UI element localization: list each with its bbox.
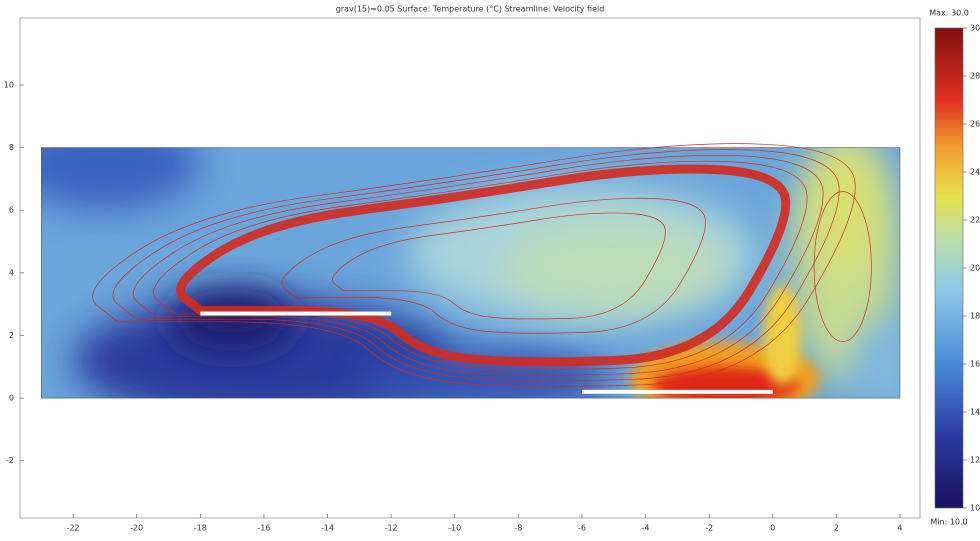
y-tick-label: 2	[9, 331, 14, 340]
y-tick-label: 10	[4, 81, 14, 90]
streamline	[153, 160, 808, 370]
surface-region	[168, 288, 296, 352]
y-tick-label: 6	[9, 206, 14, 215]
x-tick-label: -8	[514, 524, 522, 533]
surface-region	[502, 219, 726, 314]
colorbar-min: Min: 10.0	[930, 518, 967, 527]
x-tick-label: 0	[770, 524, 775, 533]
surface-region	[814, 147, 878, 273]
x-tick-label: -20	[130, 524, 143, 533]
x-tick-label: -18	[194, 524, 207, 533]
streamline	[112, 149, 840, 382]
x-tick-label: -2	[705, 524, 713, 533]
y-tick-label: 8	[9, 143, 14, 152]
heater-upper	[200, 311, 392, 316]
colorbar-tick-label: 10	[970, 504, 980, 513]
colorbar-tick-label: 14	[970, 408, 980, 417]
streamline	[281, 197, 706, 334]
streamline	[813, 191, 872, 343]
streamline	[332, 212, 666, 320]
y-tick-label: 4	[9, 268, 14, 277]
x-tick-label: -6	[578, 524, 586, 533]
heater-plume	[176, 164, 791, 367]
surface-region	[41, 147, 201, 211]
colorbar-tick-label: 22	[970, 216, 980, 225]
x-tick-label: -12	[385, 524, 398, 533]
temperature-surface	[41, 147, 900, 399]
x-tick-label: 4	[897, 524, 902, 533]
x-tick-label: -22	[67, 524, 80, 533]
colorbar-tick-label: 18	[970, 312, 980, 321]
x-tick-label: -14	[321, 524, 334, 533]
colorbar	[934, 27, 964, 509]
domain-border	[41, 147, 901, 399]
x-tick-label: -4	[642, 524, 650, 533]
x-tick-label: -10	[448, 524, 461, 533]
streamlines	[92, 143, 872, 387]
colorbar-tick-label: 26	[970, 120, 980, 129]
colorbar-tick-label: 12	[970, 456, 980, 465]
x-tick-label: 2	[834, 524, 839, 533]
streamline	[92, 143, 856, 387]
colorbar-tick-label: 30	[970, 24, 980, 33]
y-tick-label: 0	[9, 394, 14, 403]
heater-lower	[581, 389, 773, 394]
y-tick-label: -2	[6, 456, 14, 465]
colorbar-tick-label: 24	[970, 168, 980, 177]
colorbar-tick-label: 28	[970, 72, 980, 81]
colorbar-tick-label: 16	[970, 360, 980, 369]
surface-region	[763, 285, 802, 386]
streamline	[132, 155, 824, 376]
surface-region	[852, 319, 900, 399]
chart-title: grav(15)=0.05 Surface: Temperature (°C) …	[336, 5, 605, 14]
colorbar-max: Max: 30.0	[929, 9, 969, 18]
x-tick-label: -16	[257, 524, 270, 533]
colorbar-tick-label: 20	[970, 264, 980, 273]
